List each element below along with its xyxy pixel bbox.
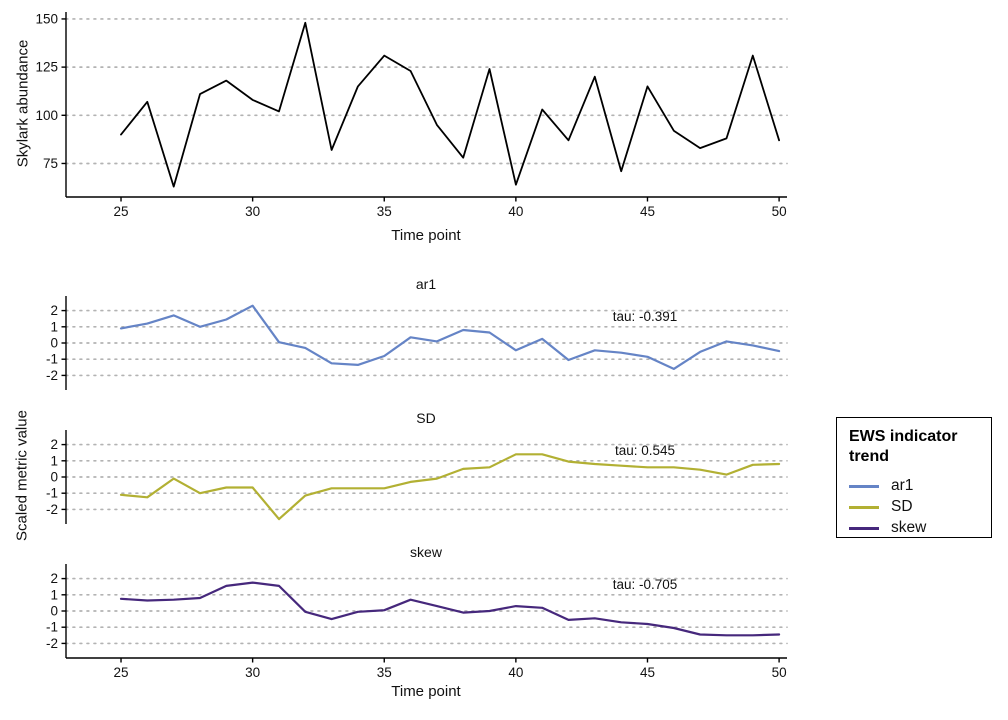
series-line-SD: [119, 453, 781, 521]
y-tick-label: 0: [50, 604, 58, 619]
skew-line-swatch: [849, 526, 879, 530]
x-axis-title-bottom: Time point: [391, 683, 461, 700]
legend-label-skew: skew: [891, 519, 927, 536]
x-tick-label: 45: [640, 204, 655, 219]
ar1-line-swatch: [849, 484, 879, 488]
x-tick-label: 40: [508, 665, 523, 680]
facet-title-skew: skew: [410, 544, 442, 560]
x-tick-label: 35: [377, 204, 392, 219]
legend-item-skew[interactable]: skew: [849, 518, 991, 538]
sd-line-swatch: [849, 505, 879, 509]
x-tick-label: 35: [377, 665, 392, 680]
y-tick-label: 2: [50, 303, 58, 318]
x-tick-label: 25: [114, 204, 129, 219]
tau-annotation-sd: tau: 0.545: [614, 443, 676, 458]
tau-annotation-ar1: tau: -0.391: [612, 309, 678, 324]
y-tick-label: 75: [43, 156, 58, 171]
facet-title-sd: SD: [416, 410, 436, 426]
series-line-ar1: [119, 304, 781, 370]
y-axis-title-abundance: Skylark abundance: [14, 39, 32, 168]
x-tick-label: 25: [114, 665, 129, 680]
series-line-abundance: [120, 21, 780, 188]
x-tick-label: 30: [245, 204, 260, 219]
facet-title-ar1: ar1: [415, 276, 437, 292]
legend: EWS indicator trend ar1 SD skew: [836, 417, 992, 538]
legend-label-sd: SD: [891, 498, 913, 515]
legend-label-ar1: ar1: [891, 477, 914, 494]
y-tick-label: 0: [50, 470, 58, 485]
y-tick-label: -1: [46, 486, 58, 501]
y-tick-label: 150: [35, 11, 58, 26]
legend-item-ar1[interactable]: ar1: [849, 476, 991, 496]
x-tick-label: 50: [772, 204, 787, 219]
x-axis-title-top: Time point: [391, 227, 461, 244]
y-tick-label: -2: [46, 636, 58, 651]
x-tick-label: 30: [245, 665, 260, 680]
y-tick-label: -1: [46, 620, 58, 635]
y-axis-title-scaled-metric: Scaled metric value: [13, 410, 31, 541]
x-tick-label: 50: [772, 665, 787, 680]
x-tick-label: 45: [640, 665, 655, 680]
series-line-skew: [119, 581, 781, 637]
y-tick-label: -1: [46, 352, 58, 367]
legend-title: EWS indicator trend: [849, 428, 958, 465]
y-tick-label: 1: [50, 319, 58, 334]
y-tick-label: 1: [50, 453, 58, 468]
y-tick-label: -2: [46, 368, 58, 383]
y-tick-label: 0: [50, 336, 58, 351]
tau-annotation-skew: tau: -0.705: [612, 577, 678, 592]
y-tick-label: 2: [50, 437, 58, 452]
y-tick-label: 1: [50, 587, 58, 602]
x-tick-label: 40: [508, 204, 523, 219]
y-tick-label: 2: [50, 571, 58, 586]
y-tick-label: 125: [35, 60, 58, 75]
legend-item-sd[interactable]: SD: [849, 497, 991, 517]
y-tick-label: -2: [46, 502, 58, 517]
y-tick-label: 100: [35, 108, 58, 123]
